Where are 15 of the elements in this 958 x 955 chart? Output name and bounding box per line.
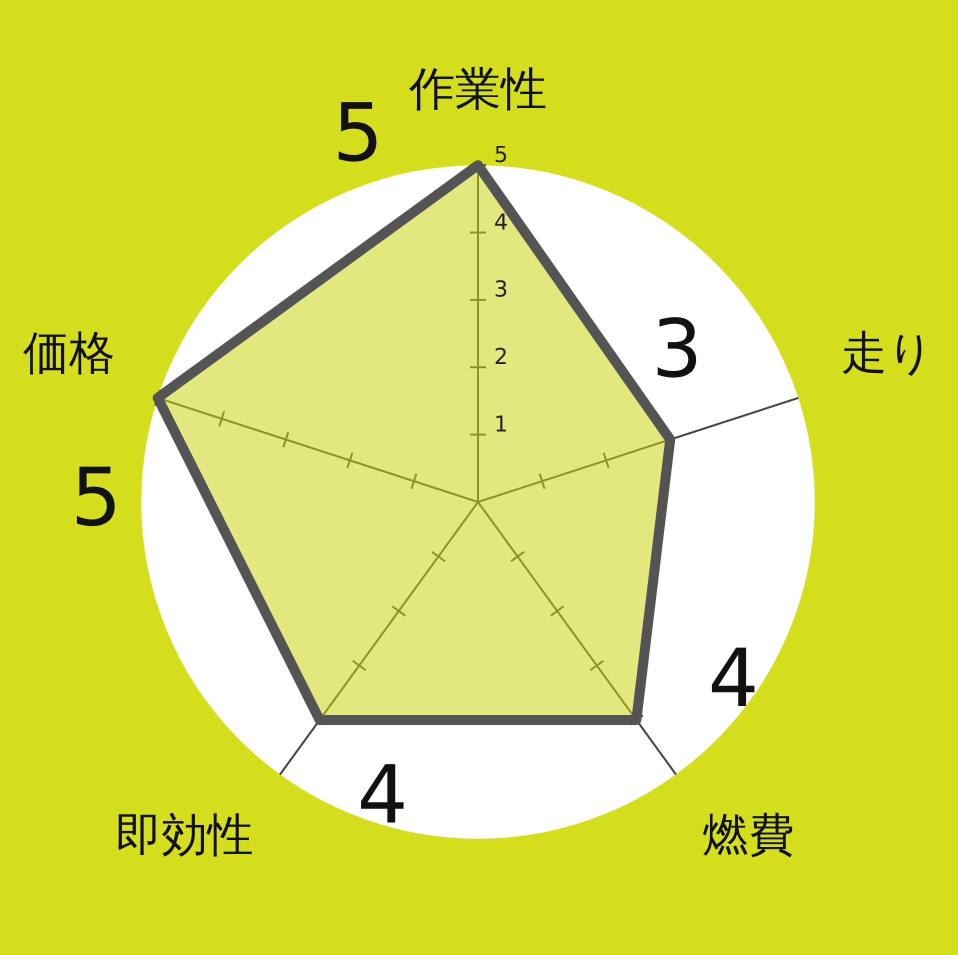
y-tick-label: 2 <box>494 345 508 370</box>
data-label: 3 <box>652 302 702 396</box>
spoke-label: 作業性 <box>408 62 547 116</box>
data-label: 4 <box>708 632 759 726</box>
data-label: 5 <box>332 86 384 180</box>
data-label: 4 <box>357 748 408 842</box>
spoke-label: 燃費 <box>702 807 794 862</box>
data-label: 5 <box>70 451 122 544</box>
spoke-label: 走り <box>841 325 934 380</box>
y-tick-label: 4 <box>494 210 508 236</box>
spoke-label: 即効性 <box>116 807 254 862</box>
spoke-label: 価格 <box>22 325 115 380</box>
y-tick-label: 5 <box>494 142 508 168</box>
y-tick-label: 1 <box>494 412 508 438</box>
y-tick-label: 3 <box>494 278 508 303</box>
